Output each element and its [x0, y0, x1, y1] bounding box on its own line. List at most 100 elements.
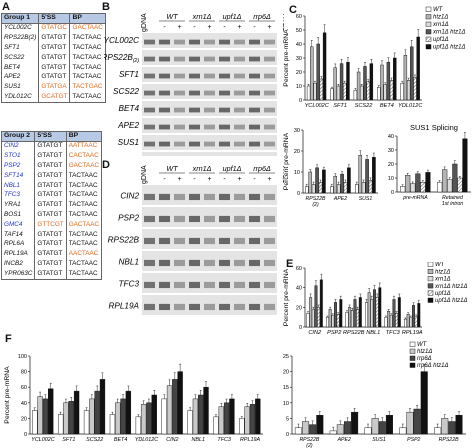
table-row: NBL1 GTATGT TACTAAC	[0, 180, 103, 191]
gel-band	[219, 259, 230, 267]
table-cell-ss: GCATGT	[38, 92, 71, 104]
bar	[392, 299, 396, 328]
gel-band	[189, 56, 200, 62]
bar	[343, 421, 351, 435]
gel-band	[174, 281, 185, 289]
table-row: SFT14 GTATGT TACTAAC	[0, 171, 103, 181]
y-tick-label: 0	[299, 325, 302, 331]
bar	[326, 316, 329, 328]
bar	[63, 402, 69, 435]
table-cell-bp: TACTAAC	[65, 268, 103, 280]
gel-band	[249, 141, 260, 147]
bar	[339, 299, 343, 328]
bar	[314, 285, 318, 328]
splice-site-table-group1: Group 1 5'SS BP YCL002C GTATGC GACTAAC RPS22B(…	[0, 13, 106, 104]
x-tick-label: BET4	[380, 103, 394, 109]
bar	[37, 396, 43, 435]
bar	[406, 411, 414, 435]
legend-label: htz1Δ	[433, 15, 448, 21]
bar	[146, 402, 152, 435]
x-tick-label: SUS1	[359, 196, 373, 202]
bar	[356, 71, 361, 101]
bar	[336, 184, 341, 194]
bar	[302, 421, 310, 435]
bar	[420, 371, 428, 435]
x-tick-label: CIN2	[166, 437, 178, 443]
table-row: BOS1 GTATGT TACTAAC	[0, 210, 103, 221]
bar	[400, 82, 404, 101]
panel-label-f: F	[5, 333, 12, 345]
bar	[94, 390, 100, 435]
table-cell-ss: GTATGT	[38, 72, 71, 83]
y-tick-label: 0	[391, 190, 394, 196]
gel-band	[219, 281, 230, 289]
table-cell-ss: GTATGT	[34, 141, 67, 152]
table-row: TFC3 GTATGT TACTAAC	[0, 190, 103, 201]
gel-band	[189, 237, 200, 245]
x-tick-label: RPS22B (2)	[306, 196, 326, 208]
table-header: BP	[69, 13, 106, 24]
table-cell-ss: GTATGT	[34, 259, 67, 269]
bar	[346, 61, 350, 101]
bar	[109, 414, 116, 435]
y-tick-label: 15	[283, 385, 289, 391]
x-tick-label: SFT1	[62, 437, 75, 443]
table-cell-bp: TACTAAC	[65, 200, 103, 211]
gel-band	[189, 90, 200, 96]
bar	[48, 388, 54, 435]
gel-pm-label: -	[223, 24, 226, 31]
gel-band	[264, 73, 275, 79]
y-tick-label: 40	[296, 42, 302, 48]
x-tick-label: RPL19A	[240, 437, 260, 443]
bar	[313, 82, 317, 101]
bar	[333, 175, 338, 194]
x-tick-label: TFC3	[386, 330, 401, 336]
bar	[329, 430, 337, 435]
gel-band	[189, 193, 200, 201]
gel-strip	[142, 84, 277, 99]
gel-strip	[142, 229, 277, 249]
legend-label: upf1Δ htz1Δ	[435, 298, 468, 304]
y-tick-label: 30	[388, 148, 394, 154]
bar	[389, 80, 394, 101]
gel-band	[234, 73, 245, 79]
bar	[140, 404, 147, 435]
x-tick-label: YDL012C	[135, 437, 158, 443]
bar	[358, 297, 362, 328]
table-cell-gene: BOS1	[0, 210, 36, 221]
bar	[306, 313, 310, 328]
legend-label: upf1Δ htz1Δ	[433, 45, 466, 51]
gel-band	[159, 193, 170, 201]
bar	[316, 43, 320, 101]
gel-band	[264, 215, 275, 223]
gel-band	[144, 107, 155, 113]
gel-band	[249, 215, 260, 223]
bar	[331, 314, 335, 328]
gel-band	[249, 237, 260, 245]
gel-band	[159, 107, 170, 113]
x-tick-label: CIN2	[308, 330, 322, 336]
legend-swatch	[425, 44, 432, 50]
gel-band	[159, 73, 170, 79]
bar	[166, 385, 173, 435]
gel-band	[189, 141, 200, 147]
gel-band	[174, 56, 185, 62]
gel-col-label: gDNA	[141, 13, 148, 32]
gel-band	[204, 259, 215, 267]
gel-band	[144, 73, 155, 79]
x-tick-label: Retained 1st intron	[442, 195, 464, 207]
table-cell-ss: GTTCGT	[34, 220, 67, 230]
bar	[322, 32, 327, 101]
panel-label-e: E	[286, 258, 294, 270]
table-row: PSP2 GTATGT GACTAAC	[0, 161, 103, 172]
gel-strip	[142, 251, 277, 271]
y-tick-label: 0	[297, 191, 300, 197]
gel-band	[264, 237, 275, 245]
table-cell-gene: CIN2	[0, 141, 36, 152]
gel-pm-label: +	[207, 24, 211, 31]
bar	[389, 314, 393, 328]
table-cell-bp: TACTAAC	[65, 171, 103, 181]
table-cell-gene: APE2	[0, 72, 40, 83]
table-cell-gene: YPR063C	[0, 268, 36, 280]
bar	[365, 302, 368, 328]
